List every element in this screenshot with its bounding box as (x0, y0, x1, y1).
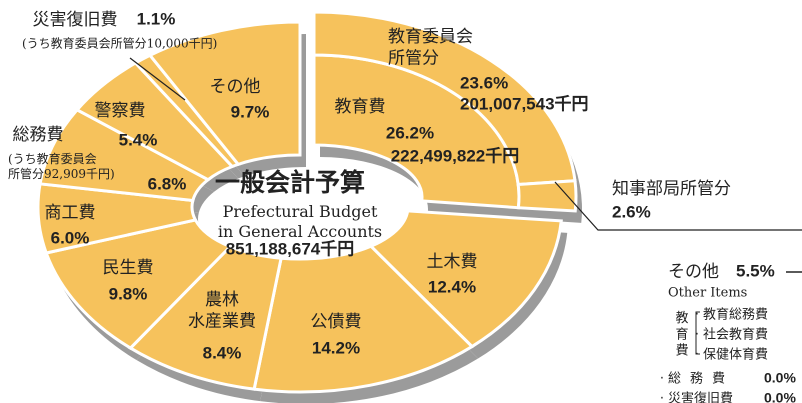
annotation: (うち教育委員会所管分10,000千円) (22, 36, 217, 51)
value-label: 5.4% (119, 130, 158, 149)
other-name: その他 (668, 262, 719, 282)
other-group: 教育費 (675, 310, 688, 359)
category-label: 商工費 (45, 203, 96, 223)
sub-segment (516, 179, 578, 213)
other-item: 災害復旧費 (668, 391, 733, 403)
ring (36, 10, 578, 394)
other-item-value: 0.0% (764, 370, 796, 386)
breakdown-value: 23.6% (460, 73, 508, 92)
bullet: · (695, 328, 699, 343)
value-label: 14.2% (312, 338, 360, 357)
value-label: 9.7% (231, 102, 270, 121)
leader-line (554, 181, 802, 231)
chart-subtitle: Prefectural Budget in General Accounts (218, 202, 382, 241)
segment (368, 209, 563, 349)
category-label: 農林水産業費 (188, 290, 256, 331)
value-label: 6.8% (148, 174, 187, 193)
segment (252, 244, 475, 394)
category-label: 土木費 (427, 252, 478, 272)
breakdown-label: 知事部局所管分 (612, 179, 731, 199)
value-label: 8.4% (203, 343, 242, 362)
other-item: 教育総務費 (703, 307, 768, 323)
other-value: 5.5% (736, 261, 775, 280)
value-label: 9.8% (109, 284, 148, 303)
value-label: 12.4% (428, 277, 476, 296)
bullet: · (695, 348, 699, 363)
segment (147, 20, 302, 167)
category-label: 民生費 (103, 258, 154, 278)
bullet: · (660, 372, 664, 387)
breakdown-label: 教育委員会所管分 (388, 27, 473, 68)
category-label: 公債費 (311, 312, 362, 332)
value-label: 1.1% (137, 9, 176, 28)
breakdown-amount: 201,007,543千円 (460, 94, 589, 113)
annotation: (うち教育委員会所管分92,909千円) (8, 151, 115, 181)
breakdown-value: 2.6% (612, 202, 651, 221)
bracket (695, 311, 700, 355)
category-label: 総務費 (13, 125, 64, 145)
bullet: · (695, 308, 699, 323)
other-item-value: 0.0% (764, 390, 796, 403)
other-item: 総務費 (668, 372, 734, 387)
chart-title: 一般会計予算 (215, 168, 365, 197)
category-label: 教育費 (335, 97, 386, 117)
other-item: 社会教育費 (703, 327, 768, 343)
total-amount: 851,188,674千円 (226, 239, 355, 258)
other-subtitle: Other Items (668, 286, 747, 301)
category-label: 警察費 (95, 101, 146, 121)
category-label: 災害復旧費 (33, 10, 118, 30)
bullet: · (660, 392, 664, 403)
other-item: 保健体育費 (703, 347, 768, 363)
leader-line (129, 57, 186, 101)
labels: 一般会計予算 Prefectural Budget in General Acco… (8, 9, 802, 403)
category-label: その他 (210, 77, 261, 97)
value-label: 26.2% (386, 123, 434, 142)
education-amount: 222,499,822千円 (391, 146, 520, 165)
value-label: 6.0% (51, 228, 90, 247)
